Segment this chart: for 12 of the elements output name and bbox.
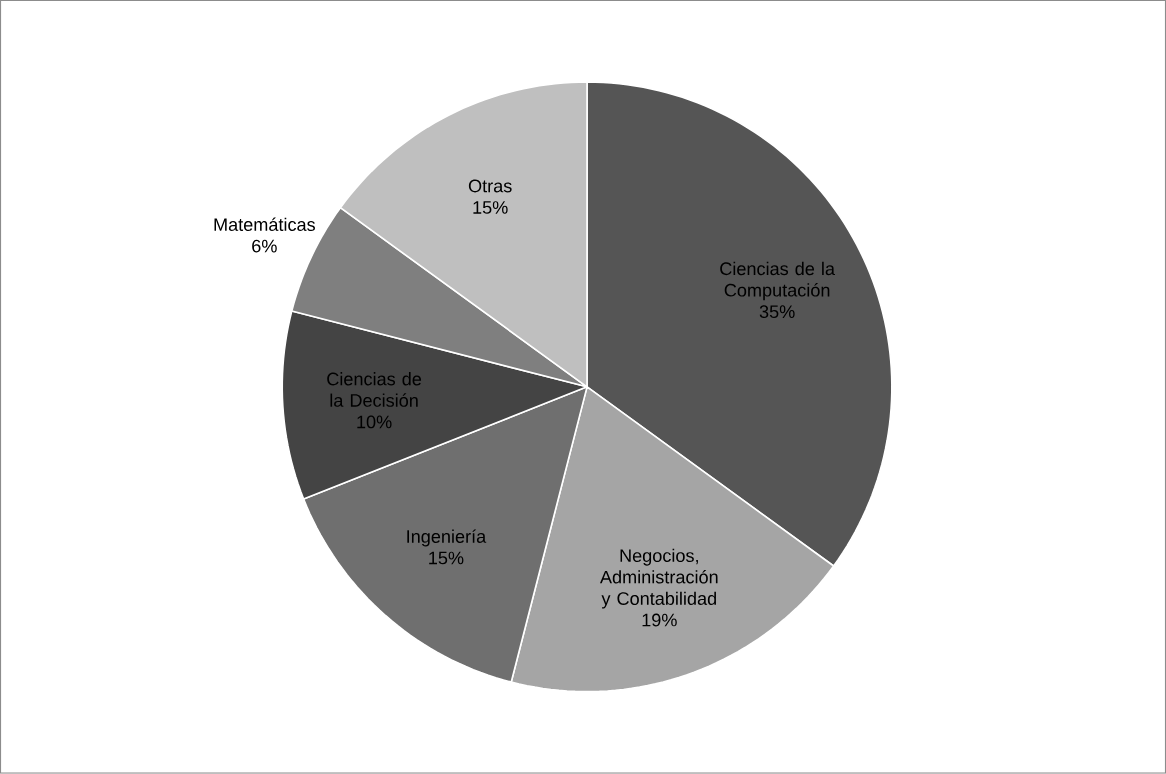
slice-label: Ciencias de la Computación: [720, 262, 835, 301]
slice-label: Matemáticas: [214, 217, 315, 232]
data-label: 10%: [357, 415, 392, 429]
data-label: 15%: [429, 551, 464, 565]
slice-label: Ingeniería: [407, 529, 487, 547]
data-label: 35%: [759, 305, 795, 319]
slice-label: Otras: [468, 179, 512, 193]
slice-label: Ciencias de la Decisión: [327, 372, 422, 408]
slice-label: Negocios, Administración y Contabilidad: [599, 548, 718, 609]
data-label: 19%: [642, 613, 677, 627]
data-label: 15%: [473, 201, 508, 215]
data-label: 6%: [252, 239, 277, 253]
